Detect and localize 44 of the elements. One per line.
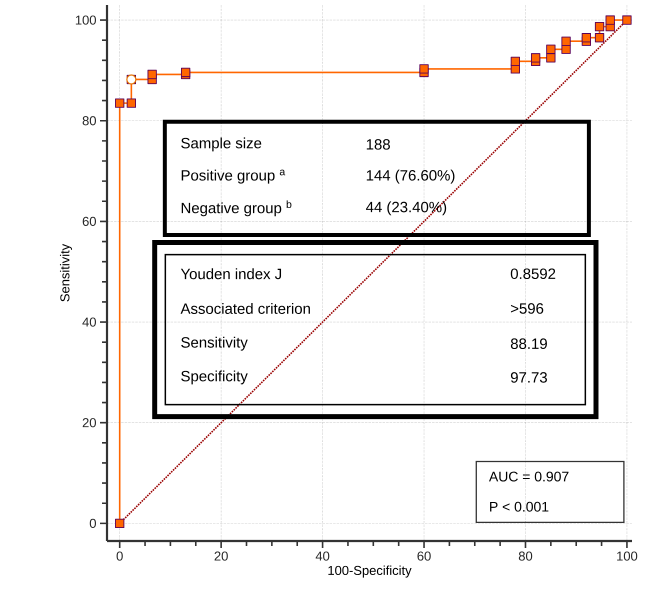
point bbox=[546, 53, 556, 62]
annotation: Sensitivity bbox=[181, 336, 248, 351]
x-tick-label: 60 bbox=[417, 552, 431, 561]
point bbox=[126, 98, 136, 108]
point bbox=[582, 33, 592, 42]
point bbox=[115, 518, 124, 528]
point bbox=[510, 56, 520, 66]
y-tick-label: 40 bbox=[82, 317, 96, 327]
annotation: >596 bbox=[510, 303, 544, 314]
point bbox=[594, 33, 604, 42]
annotation: Associated criterion bbox=[180, 302, 310, 314]
point bbox=[148, 70, 157, 80]
x-tick-label: 100 bbox=[617, 552, 638, 561]
annotation: Specificity bbox=[181, 370, 248, 384]
annotation: 188 bbox=[366, 139, 390, 150]
point bbox=[546, 44, 556, 54]
x-tick-label: 20 bbox=[214, 552, 228, 561]
annotation: Positive group $^{a}$ bbox=[182, 170, 286, 184]
point bbox=[606, 15, 615, 25]
x-tick-label: 0 bbox=[116, 552, 123, 561]
annotation: Youden index J bbox=[180, 268, 282, 280]
y-tick-label: 20 bbox=[82, 418, 96, 428]
annotation: Negative group $^{b}$ bbox=[182, 200, 292, 216]
annotation: 97.73 bbox=[510, 372, 547, 383]
point bbox=[530, 53, 540, 62]
annotation: 88.19 bbox=[510, 338, 547, 349]
annotation: AUC = 0.907 bbox=[488, 472, 568, 482]
y-tick-label: 100 bbox=[76, 15, 96, 25]
point bbox=[419, 64, 429, 74]
point bbox=[622, 15, 632, 25]
annotation: P < 0.001 bbox=[490, 502, 548, 512]
x-axis-title: 100-Specificity bbox=[328, 566, 412, 578]
y-axis-title: Sensitivity bbox=[60, 244, 72, 302]
annotation: 144 (76.60%) bbox=[366, 170, 454, 184]
x-tick-label: 40 bbox=[316, 552, 330, 561]
annotation: Sample size bbox=[181, 137, 262, 152]
y-tick-label: 60 bbox=[82, 216, 96, 226]
point bbox=[115, 98, 124, 108]
point bbox=[594, 22, 604, 32]
annotation: 0.8592 bbox=[510, 268, 556, 280]
y-tick-label: 80 bbox=[82, 116, 96, 126]
y-tick-label: 0 bbox=[90, 518, 96, 528]
point bbox=[561, 36, 571, 46]
x-tick-label: 80 bbox=[518, 552, 532, 561]
